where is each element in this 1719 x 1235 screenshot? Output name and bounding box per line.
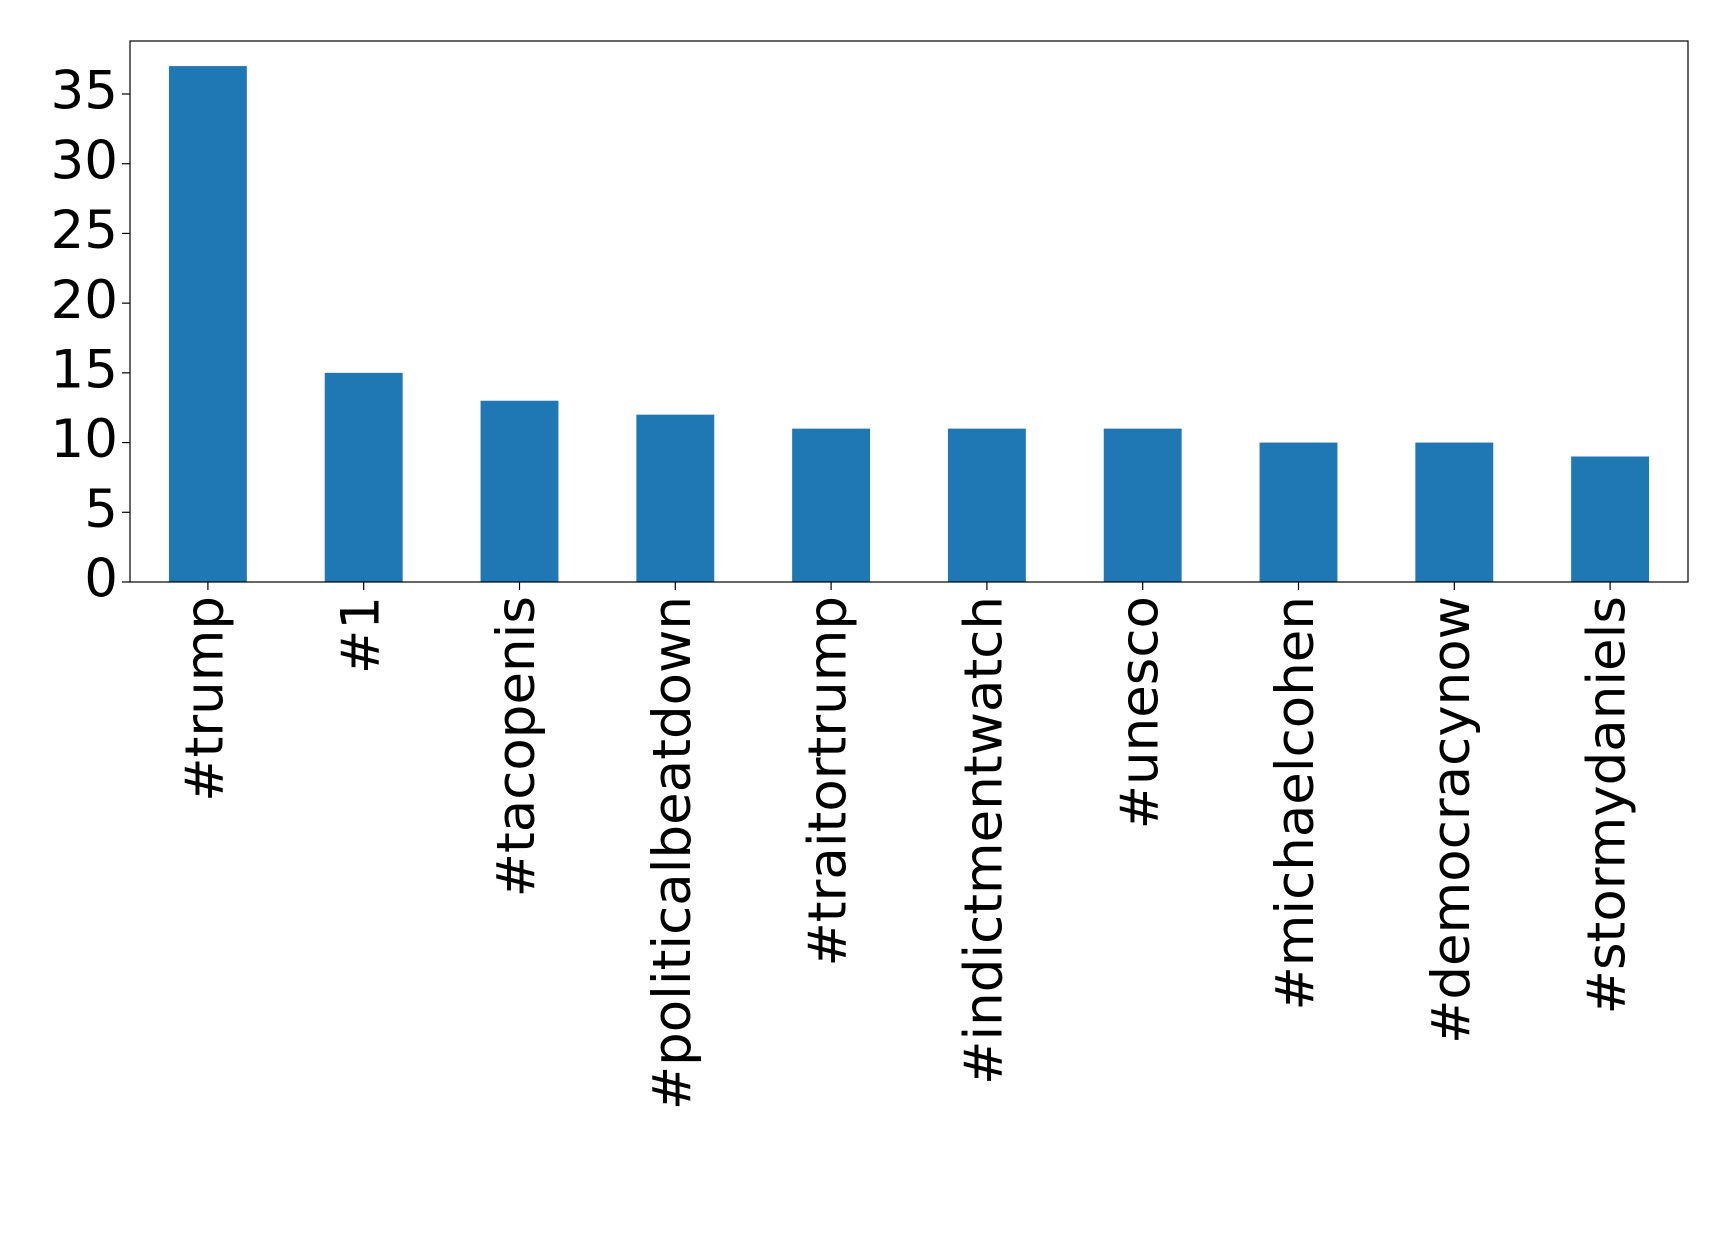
x-tick-label: #politicalbeatdown	[642, 596, 703, 1110]
y-tick-label: 5	[84, 479, 118, 540]
y-tick-label: 10	[51, 409, 118, 470]
y-tick-label: 30	[51, 130, 118, 191]
x-tick-label: #tacopenis	[486, 596, 547, 897]
x-tick-label: #unesco	[1109, 596, 1170, 829]
y-tick-label: 20	[51, 270, 118, 331]
bar	[1415, 442, 1494, 582]
x-tick-label: #indictmentwatch	[954, 596, 1015, 1085]
y-tick-label: 15	[51, 339, 118, 400]
bar	[636, 414, 715, 582]
y-tick-label: 25	[51, 200, 118, 261]
bar	[480, 400, 559, 582]
bar	[324, 372, 403, 582]
x-tick-label: #traitortrump	[798, 596, 859, 967]
bar	[947, 428, 1026, 582]
x-tick-label: #trump	[175, 596, 236, 802]
bar	[1103, 428, 1182, 582]
y-tick-label: 0	[84, 549, 118, 610]
x-tick-label: #stormydaniels	[1577, 596, 1638, 1014]
bar	[1259, 442, 1338, 582]
x-tick-label: #1	[330, 596, 391, 674]
x-tick-label: #democracynow	[1421, 596, 1482, 1044]
bar	[1571, 456, 1650, 582]
x-tick-label: #michaelcohen	[1265, 596, 1326, 1011]
plot-frame	[129, 40, 1689, 583]
y-tick-label: 35	[51, 61, 118, 122]
bar	[792, 428, 871, 582]
bar	[168, 66, 247, 582]
